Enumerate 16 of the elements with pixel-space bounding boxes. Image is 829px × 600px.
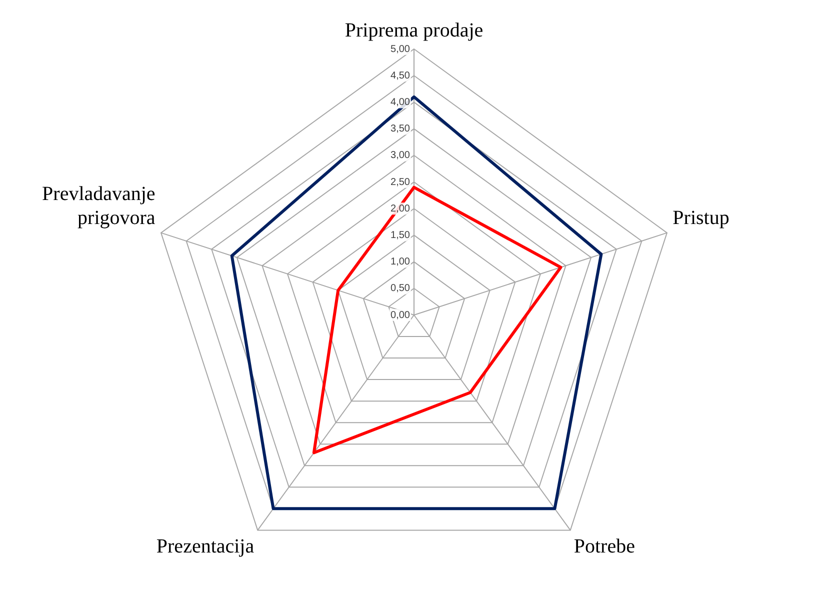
spoke-label: Prezentacija: [156, 535, 254, 558]
spoke-label: Prevladavanje prigovora: [42, 183, 156, 230]
spoke-label: Priprema prodaje: [344, 19, 484, 42]
y-tick-label: 3,00: [390, 150, 410, 162]
y-tick-label: 0,50: [390, 283, 410, 294]
y-tick-label: 0,00: [390, 310, 410, 321]
y-tick-label: 5,00: [390, 44, 410, 55]
y-tick-label: 2,00: [390, 203, 410, 214]
y-tick-label: 3,50: [390, 124, 410, 135]
spoke-label: Pristup: [672, 207, 730, 230]
y-tick-label: 4,00: [390, 96, 410, 108]
y-tick-label: 4,50: [390, 70, 410, 82]
y-tick-label: 2,50: [390, 176, 410, 188]
y-tick-label: 1,00: [390, 256, 410, 268]
y-tick-label: 1,50: [390, 230, 410, 241]
spoke-label: Potrebe: [574, 535, 636, 558]
